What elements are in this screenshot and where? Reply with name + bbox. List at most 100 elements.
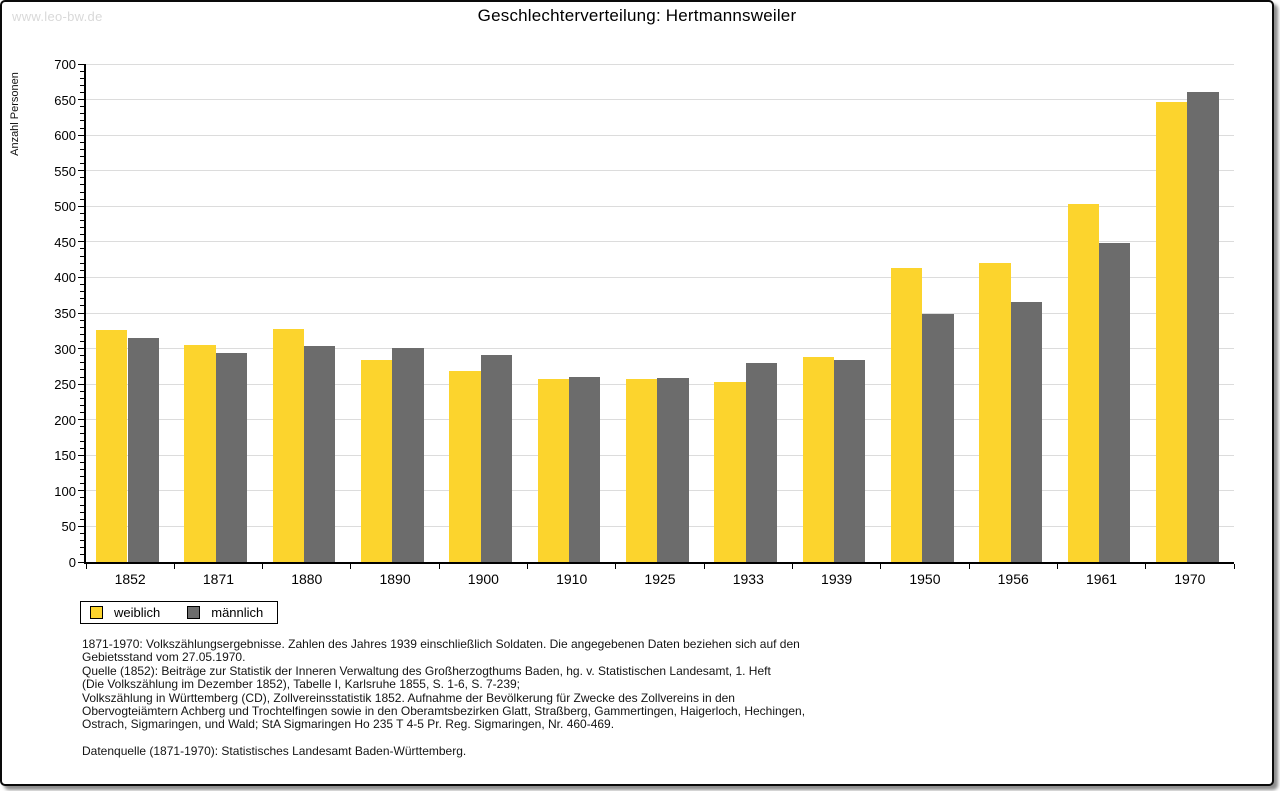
y-major-tick bbox=[78, 561, 84, 563]
footer-line: Obervogteiämtern Achberg und Trochtelfin… bbox=[82, 704, 806, 719]
legend-item: weiblich bbox=[90, 605, 160, 620]
x-tick bbox=[615, 564, 617, 569]
y-minor-tick bbox=[80, 476, 84, 478]
y-minor-tick bbox=[80, 319, 84, 321]
y-minor-tick bbox=[80, 298, 84, 300]
bar-weiblich-1961 bbox=[1067, 204, 1099, 562]
y-minor-tick bbox=[80, 326, 84, 328]
y-minor-tick bbox=[80, 113, 84, 115]
y-minor-tick bbox=[80, 362, 84, 364]
bar-maennlich-1910 bbox=[569, 377, 601, 562]
y-minor-tick bbox=[80, 333, 84, 335]
bar-weiblich-1925 bbox=[626, 379, 658, 562]
y-minor-tick bbox=[80, 426, 84, 428]
y-minor-tick bbox=[80, 127, 84, 129]
x-tick-label: 1933 bbox=[732, 571, 764, 587]
x-tick-label: 1956 bbox=[997, 571, 1029, 587]
y-minor-tick bbox=[80, 77, 84, 79]
y-minor-tick bbox=[80, 440, 84, 442]
y-major-tick bbox=[78, 99, 84, 101]
y-minor-tick bbox=[80, 447, 84, 449]
y-major-tick bbox=[78, 348, 84, 350]
y-minor-tick bbox=[80, 269, 84, 271]
x-tick bbox=[880, 564, 882, 569]
x-tick bbox=[527, 564, 529, 569]
y-major-tick bbox=[78, 276, 84, 278]
y-minor-tick bbox=[80, 511, 84, 513]
x-tick-label: 1970 bbox=[1174, 571, 1206, 587]
y-minor-tick bbox=[80, 376, 84, 378]
x-tick bbox=[173, 564, 175, 569]
y-tick-label: 50 bbox=[61, 519, 76, 535]
y-minor-tick bbox=[80, 163, 84, 165]
legend-item: männlich bbox=[187, 605, 263, 620]
y-major-tick bbox=[78, 134, 84, 136]
footer-lines: 1871-1970: Volkszählungsergebnisse. Zahl… bbox=[82, 637, 1232, 732]
x-tick bbox=[1145, 564, 1147, 569]
bar-weiblich-1950 bbox=[890, 268, 923, 562]
x-tick bbox=[262, 564, 264, 569]
bar-maennlich-1961 bbox=[1098, 242, 1131, 562]
legend: weiblich männlich bbox=[80, 601, 279, 624]
y-minor-tick bbox=[80, 227, 84, 229]
y-minor-tick bbox=[80, 220, 84, 221]
footer-datasource: Datenquelle (1871-1970): Statistisches L… bbox=[82, 743, 467, 758]
x-tick bbox=[1233, 564, 1235, 569]
y-tick-label: 0 bbox=[68, 555, 76, 570]
y-minor-tick bbox=[80, 198, 84, 200]
bar-weiblich-1871 bbox=[184, 345, 216, 562]
y-minor-tick bbox=[80, 84, 84, 86]
y-minor-tick bbox=[80, 547, 84, 549]
bar-maennlich-1880 bbox=[304, 345, 336, 562]
x-tick-label: 1939 bbox=[821, 571, 853, 587]
bar-maennlich-1950 bbox=[922, 314, 954, 562]
x-tick bbox=[703, 564, 705, 569]
bar-maennlich-1956 bbox=[1010, 301, 1042, 562]
legend-label: männlich bbox=[211, 605, 264, 620]
x-tick bbox=[791, 564, 793, 569]
x-tick-label: 1871 bbox=[202, 571, 235, 587]
y-minor-tick bbox=[80, 497, 84, 499]
watermark: www.leo-bw.de bbox=[12, 9, 103, 24]
y-minor-tick bbox=[80, 148, 84, 150]
y-major-tick bbox=[78, 205, 84, 207]
bar-maennlich-1925 bbox=[657, 377, 689, 562]
x-tick-label: 1900 bbox=[467, 571, 499, 587]
y-minor-tick bbox=[80, 305, 84, 307]
x-tick-label: 1910 bbox=[556, 571, 588, 587]
y-minor-tick bbox=[80, 70, 84, 72]
y-major-tick bbox=[78, 241, 84, 243]
y-tick-label: 650 bbox=[54, 92, 76, 108]
y-tick-label: 400 bbox=[54, 270, 76, 286]
y-minor-tick bbox=[80, 255, 84, 257]
y-minor-tick bbox=[80, 106, 84, 108]
y-minor-tick bbox=[80, 212, 84, 214]
y-minor-tick bbox=[80, 262, 84, 264]
y-minor-tick bbox=[80, 483, 84, 485]
y-tick-label: 600 bbox=[54, 128, 76, 144]
y-minor-tick bbox=[80, 141, 84, 143]
y-minor-tick bbox=[80, 91, 84, 93]
x-tick bbox=[85, 564, 87, 569]
y-tick-label: 450 bbox=[54, 234, 76, 250]
gridline bbox=[86, 134, 1234, 136]
x-tick-label: 1961 bbox=[1085, 571, 1118, 587]
y-tick-label: 250 bbox=[54, 377, 76, 393]
gridline bbox=[86, 348, 1234, 350]
bar-weiblich-1910 bbox=[537, 379, 570, 562]
bar-maennlich-1890 bbox=[392, 347, 424, 562]
y-minor-tick bbox=[80, 469, 84, 470]
y-minor-tick bbox=[80, 397, 84, 399]
y-axis-title: Anzahl Personen bbox=[9, 72, 21, 156]
legend-label: weiblich bbox=[114, 605, 161, 620]
y-major-tick bbox=[78, 490, 84, 492]
legend-swatch bbox=[90, 606, 103, 619]
y-minor-tick bbox=[80, 504, 84, 506]
x-tick-label: 1925 bbox=[644, 571, 676, 587]
y-minor-tick bbox=[80, 518, 84, 520]
y-minor-tick bbox=[80, 248, 84, 250]
bar-weiblich-1939 bbox=[802, 357, 834, 562]
bar-weiblich-1956 bbox=[979, 263, 1011, 562]
x-tick bbox=[1056, 564, 1058, 569]
